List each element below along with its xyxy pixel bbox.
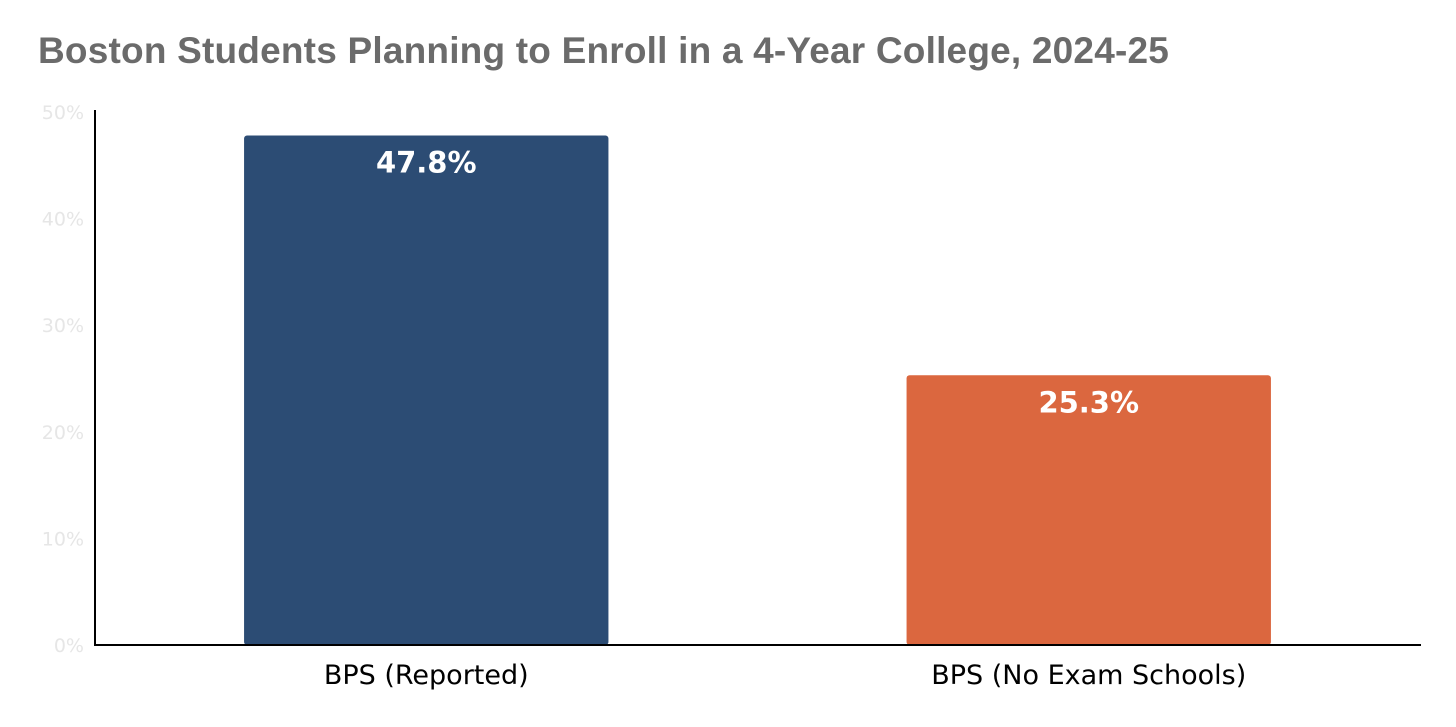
y-tick-label: 40% [42, 209, 84, 231]
chart-title: Boston Students Planning to Enroll in a … [38, 30, 1170, 71]
y-tick-label: 20% [42, 422, 84, 444]
bars [244, 135, 1271, 645]
y-tick-label: 30% [42, 315, 84, 337]
x-axis-labels: BPS (Reported) BPS (No Exam Schools) [324, 660, 1246, 691]
data-label: 47.8% [376, 145, 477, 179]
x-tick-label: BPS (No Exam Schools) [931, 660, 1246, 691]
y-tick-label: 50% [42, 102, 84, 124]
y-tick-label: 10% [42, 528, 84, 550]
y-tick-label: 0% [54, 635, 84, 657]
x-tick-label: BPS (Reported) [324, 660, 529, 691]
data-label: 25.3% [1038, 385, 1139, 419]
data-labels: 47.8% 25.3% [376, 145, 1139, 419]
bar [244, 135, 609, 645]
bar [906, 375, 1271, 645]
y-axis-ticks: 0% 10% 20% 30% 40% 50% [42, 102, 84, 657]
